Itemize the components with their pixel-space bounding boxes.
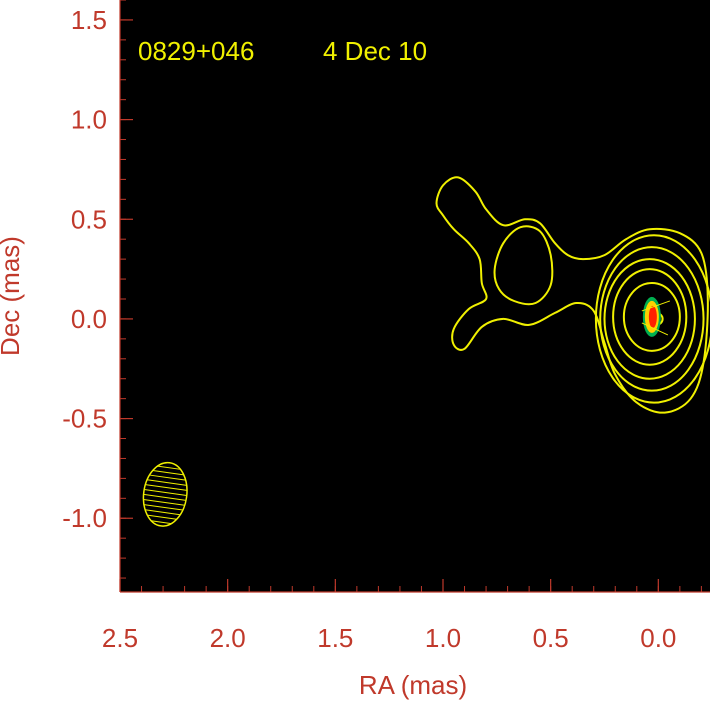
y-tick-label: -1.0: [62, 503, 107, 533]
core-tick-upper: [641, 300, 671, 312]
y-tick-label: -0.5: [62, 404, 107, 434]
contour-layer: [435, 176, 710, 414]
contour-ring-3: [603, 258, 696, 380]
y-axis-label: Dec (mas): [0, 236, 25, 356]
y-tick-label: 1.5: [71, 5, 107, 35]
x-tick-label: 1.0: [425, 623, 461, 653]
epoch-label: 4 Dec 10: [323, 36, 427, 66]
beam-hatch-line: [143, 493, 187, 501]
contour-ring-4: [612, 268, 688, 366]
core-tick-lower: [641, 322, 669, 336]
contour-ring-1: [594, 234, 710, 404]
source-label: 0829+046: [138, 36, 254, 66]
x-tick-label: 0.5: [533, 623, 569, 653]
y-tick-label: 0.0: [71, 304, 107, 334]
beam-hatch-line: [152, 469, 184, 476]
x-tick-label: 1.5: [317, 623, 353, 653]
x-tick-label: 0.0: [640, 623, 676, 653]
beam-hatch-line: [143, 498, 185, 506]
beam-hatch-line: [145, 484, 188, 491]
y-tick-label: 1.0: [71, 105, 107, 135]
beam-hatch-line: [144, 488, 187, 496]
axes-layer: 2.5 2.0 1.5 1.0 0.5 0.0 1.5 1.0 0.5 0.0 -0.5 -1.0: [62, 0, 710, 653]
beam-hatch-line: [149, 474, 186, 481]
contour-ring-2: [599, 246, 705, 392]
contour-ring-5: [622, 282, 681, 352]
beam-hatch-line: [145, 509, 181, 516]
beam-ellipse: [142, 461, 188, 527]
beam-hatch-line: [143, 504, 183, 511]
x-tick-label: 2.0: [210, 623, 246, 653]
x-axis-label: RA (mas): [359, 670, 467, 700]
beam-ellipse-group: [142, 461, 188, 527]
core-red: [648, 305, 657, 328]
beam-hatch-line: [147, 479, 187, 486]
x-tick-label: 2.5: [102, 623, 138, 653]
beam-hatch-line: [157, 465, 181, 470]
beam-layer: [142, 461, 188, 527]
contour-hole: [493, 225, 554, 306]
beam-hatch-line: [151, 520, 172, 525]
plot-area: [120, 0, 710, 592]
y-tick-label: 0.5: [71, 204, 107, 234]
core-layer: [641, 296, 671, 337]
beam-hatch-line: [147, 514, 177, 520]
